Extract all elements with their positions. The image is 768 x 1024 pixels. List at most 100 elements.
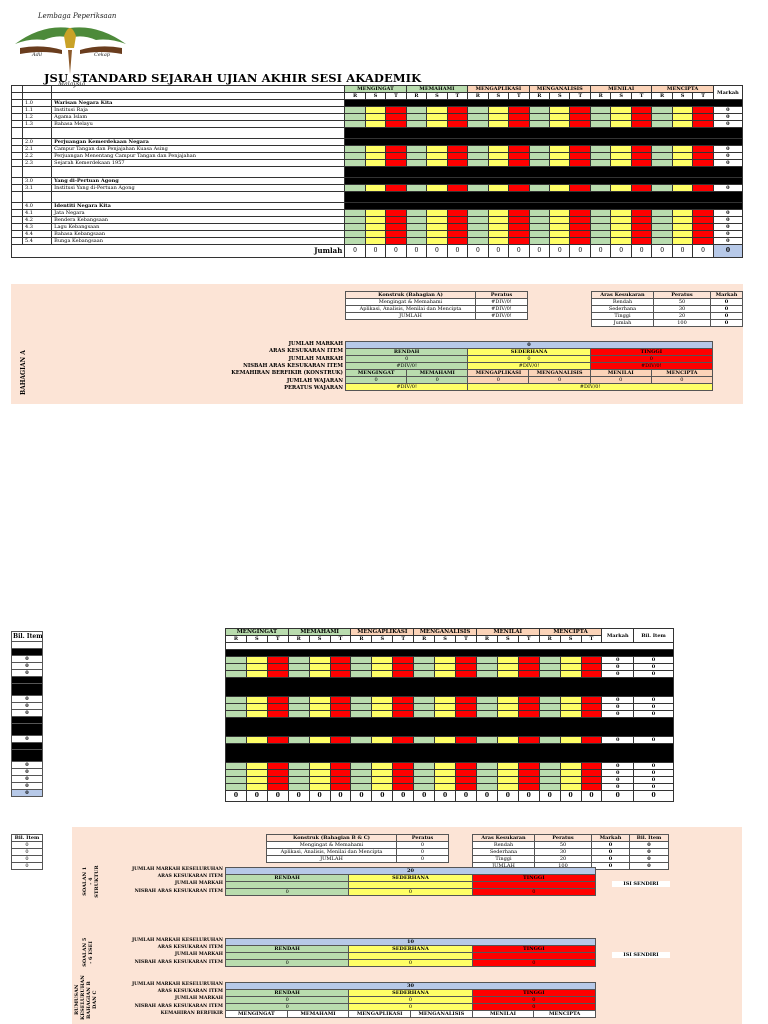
cell-sederhana bbox=[308, 769, 331, 777]
blank bbox=[10, 230, 24, 238]
cell-sederhana bbox=[308, 710, 331, 718]
row-number: 1.3 bbox=[22, 120, 53, 128]
blank bbox=[10, 166, 24, 178]
blank bbox=[22, 166, 53, 178]
cell-tinggi bbox=[508, 145, 530, 153]
aras-label: RENDAH bbox=[224, 945, 350, 953]
cell-rendah bbox=[528, 223, 551, 231]
cell-sederhana bbox=[434, 769, 457, 777]
blank bbox=[51, 191, 346, 203]
cell-rendah bbox=[287, 670, 310, 678]
mini-cell: Jumlah bbox=[591, 319, 654, 327]
cell-rendah bbox=[475, 736, 498, 744]
jumlah-value: 0 bbox=[405, 244, 428, 258]
cell-rendah bbox=[413, 656, 436, 664]
cell-rendah bbox=[475, 696, 498, 704]
page-title: JSU STANDARD SEJARAH UJIAN AKHIR SESI AK… bbox=[44, 71, 422, 85]
cell-rendah bbox=[405, 120, 428, 128]
cell-tinggi bbox=[569, 209, 591, 217]
subtopic: Institusi Raja bbox=[51, 106, 346, 114]
aras-label: RENDAH bbox=[344, 348, 469, 356]
cell-sederhana bbox=[434, 762, 457, 770]
heading-fill bbox=[344, 177, 743, 185]
blank bbox=[10, 202, 24, 210]
cell-sederhana bbox=[559, 776, 582, 784]
cell-sederhana bbox=[610, 145, 632, 153]
jumlah-label: Jumlah bbox=[10, 244, 346, 258]
bil-item-value: 0 bbox=[11, 709, 43, 717]
cell-sederhana bbox=[371, 769, 394, 777]
nisbah-value: 0 bbox=[348, 888, 473, 896]
jumlah-value-b: 0 bbox=[308, 790, 331, 802]
cell-tinggi bbox=[630, 145, 653, 153]
cell-rendah bbox=[405, 113, 428, 121]
cell-sederhana bbox=[308, 783, 331, 791]
rst-label: T bbox=[692, 92, 714, 100]
cell-tinggi bbox=[508, 159, 530, 167]
row-number: 4.1 bbox=[22, 209, 53, 217]
cell-rendah bbox=[651, 113, 673, 121]
cell-tinggi bbox=[569, 237, 591, 245]
cell-rendah bbox=[467, 209, 489, 217]
aras-label: RENDAH bbox=[224, 989, 350, 997]
cell-sederhana bbox=[371, 710, 394, 718]
cell-sederhana bbox=[559, 710, 582, 718]
cell-rendah bbox=[528, 184, 551, 192]
mini-cell: 0 bbox=[710, 312, 743, 320]
cell-sederhana bbox=[364, 113, 387, 121]
summary-total-struktur: 20 bbox=[225, 867, 596, 875]
cell-tinggi bbox=[385, 216, 407, 224]
bil-item-value: 0 bbox=[11, 782, 43, 790]
cell-rendah bbox=[528, 113, 551, 121]
cell-tinggi bbox=[508, 120, 530, 128]
cell-sederhana bbox=[426, 184, 448, 192]
cell-rendah bbox=[589, 184, 612, 192]
blank bbox=[10, 127, 24, 139]
cell-rendah bbox=[528, 216, 551, 224]
cell-rendah bbox=[413, 696, 436, 704]
cell-sederhana bbox=[671, 120, 694, 128]
blank bbox=[22, 92, 53, 100]
mini-cell: 30 bbox=[534, 848, 592, 856]
cell-tinggi bbox=[385, 152, 407, 160]
rst-label: T bbox=[329, 635, 352, 643]
cell-rendah bbox=[405, 216, 428, 224]
aras-mark: 0 bbox=[348, 996, 473, 1004]
header-memahami: MEMAHAMI bbox=[405, 85, 469, 93]
cell-tinggi bbox=[630, 184, 653, 192]
cell-sederhana bbox=[671, 230, 694, 238]
cell-rendah bbox=[467, 113, 489, 121]
bil-item-total: 0 bbox=[11, 789, 43, 797]
subtopic: Perjuangan Menentang Campur Tangan dan P… bbox=[51, 152, 346, 160]
jumlah-value: 0 bbox=[528, 244, 551, 258]
rst-label: S bbox=[487, 92, 510, 100]
cell-rendah bbox=[405, 230, 428, 238]
cell-sederhana bbox=[308, 656, 331, 664]
cell-sederhana bbox=[434, 776, 457, 784]
cell-tinggi bbox=[455, 736, 477, 744]
mini-cell: #DIV/0! bbox=[475, 312, 528, 320]
cell-sederhana bbox=[434, 703, 457, 711]
cell-tinggi bbox=[692, 106, 714, 114]
cell-rendah bbox=[651, 152, 673, 160]
blank bbox=[10, 92, 24, 100]
cell-tinggi bbox=[329, 696, 352, 704]
bil-item-value: 0 bbox=[11, 841, 43, 849]
cell-sederhana bbox=[610, 223, 632, 231]
cell-sederhana bbox=[496, 769, 519, 777]
blank bbox=[348, 952, 473, 960]
cell-tinggi bbox=[692, 159, 714, 167]
blank bbox=[10, 85, 24, 93]
cell-tinggi bbox=[580, 670, 603, 678]
summary-b-label: NISBAH ARAS KESUKARAN ITEM bbox=[134, 1003, 223, 1009]
cell-rendah bbox=[467, 145, 489, 153]
subtopic: Agama Islam bbox=[51, 113, 346, 121]
cell-rendah bbox=[225, 663, 247, 671]
summary-b-label: ARAS KESUKARAN ITEM bbox=[157, 945, 223, 951]
cell-rendah bbox=[589, 159, 612, 167]
jumlah-value-b: 0 bbox=[350, 790, 373, 802]
cell-sederhana bbox=[371, 696, 394, 704]
bil-item-value: 0 bbox=[11, 735, 43, 743]
jumlah-value: 0 bbox=[692, 244, 714, 258]
cell-sederhana bbox=[559, 656, 582, 664]
